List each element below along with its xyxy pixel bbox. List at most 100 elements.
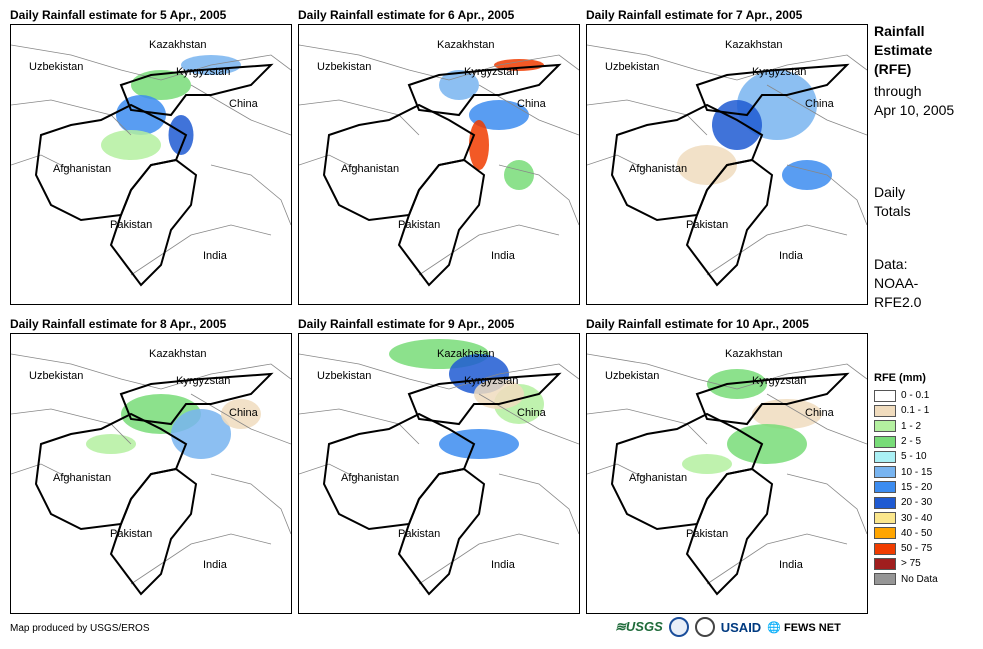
country-label-afghanistan: Afghanistan <box>53 472 111 484</box>
country-label-kyrgyzstan: Kyrgyzstan <box>464 66 518 78</box>
country-border <box>766 84 867 136</box>
fews-net-logo: 🌐 FEWS NET <box>767 621 841 634</box>
country-outline <box>685 158 774 287</box>
country-border <box>11 99 132 136</box>
legend-label: No Data <box>901 573 938 585</box>
map-canvas: Kazakhstan Uzbekistan Kyrgyzstan China Afgha… <box>587 348 867 596</box>
legend-label: 2 - 5 <box>901 436 922 448</box>
country-outline <box>695 63 850 117</box>
country-label-kazakhstan: Kazakhstan <box>149 348 206 360</box>
legend-label: 40 - 50 <box>901 527 933 539</box>
rainfall-area <box>101 130 161 160</box>
country-label-uzbekistan: Uzbekistan <box>605 61 659 73</box>
country-border <box>11 154 72 171</box>
legend-item: 2 - 5 <box>874 434 938 449</box>
country-border <box>706 533 848 585</box>
legend-swatch <box>874 557 896 570</box>
panel-title: Daily Rainfall estimate for 8 Apr., 2005 <box>10 317 227 331</box>
country-border <box>706 224 848 276</box>
rfe-legend: RFE (mm) 0 - 0.1 0.1 - 1 1 - 2 2 - 5 5 - 10 1… <box>874 372 938 587</box>
legend-item: 0 - 0.1 <box>874 388 938 403</box>
country-outline <box>119 372 274 426</box>
legend-item: 40 - 50 <box>874 526 938 541</box>
legend-label: 0 - 0.1 <box>901 390 930 402</box>
country-label-pakistan: Pakistan <box>110 528 152 540</box>
legend-swatch <box>874 512 896 525</box>
country-border <box>418 533 560 585</box>
country-label-afghanistan: Afghanistan <box>341 163 399 175</box>
rainfall-area <box>86 434 136 454</box>
country-label-india: India <box>203 250 228 262</box>
legend-label: 1 - 2 <box>901 420 922 432</box>
legend-item: 1 - 2 <box>874 419 938 434</box>
country-outline <box>695 372 850 426</box>
country-border <box>299 353 579 390</box>
legend-item: 10 - 15 <box>874 464 938 479</box>
country-outline <box>109 158 198 287</box>
country-label-china: China <box>805 98 835 110</box>
country-border <box>766 393 867 445</box>
country-border <box>786 164 867 226</box>
country-border <box>478 393 579 445</box>
rainfall-map: Kazakhstan Uzbekistan Kyrgyzstan China Afgha… <box>298 333 580 614</box>
rainfall-area <box>469 120 489 170</box>
side-data-source: Data: NOAA- RFE2.0 <box>874 256 922 310</box>
legend-item: 15 - 20 <box>874 480 938 495</box>
legend-label: 5 - 10 <box>901 451 927 463</box>
country-label-kazakhstan: Kazakhstan <box>149 39 206 51</box>
map-canvas: Kazakhstan Uzbekistan Kyrgyzstan China Afgha… <box>299 339 579 596</box>
panel-title: Daily Rainfall estimate for 9 Apr., 2005 <box>298 317 515 331</box>
legend-item: 5 - 10 <box>874 449 938 464</box>
rainfall-map: Kazakhstan Uzbekistan Kyrgyzstan China Afgha… <box>586 333 868 614</box>
legend-title: RFE (mm) <box>874 372 926 384</box>
rainfall-area <box>677 145 737 185</box>
nasa-seal-icon <box>694 617 715 637</box>
panel-title: Daily Rainfall estimate for 5 Apr., 2005 <box>10 8 227 22</box>
country-outline <box>685 467 774 596</box>
country-label-india: India <box>203 559 228 571</box>
rainfall-area <box>782 160 832 190</box>
country-border <box>498 473 579 535</box>
country-label-china: China <box>517 407 547 419</box>
legend-label: 30 - 40 <box>901 512 933 524</box>
panel-title: Daily Rainfall estimate for 6 Apr., 2005 <box>298 8 515 22</box>
legend-swatch <box>874 450 896 463</box>
map-canvas: Kazakhstan Uzbekistan Kyrgyzstan China Afgha… <box>11 39 291 287</box>
country-border <box>190 393 291 445</box>
country-border <box>130 533 272 585</box>
legend-swatch <box>874 466 896 479</box>
country-label-kazakhstan: Kazakhstan <box>437 39 494 51</box>
rainfall-area <box>168 115 194 155</box>
map-canvas: Kazakhstan Uzbekistan Kyrgyzstan China Afgha… <box>11 348 291 596</box>
country-border <box>299 408 420 445</box>
rainfall-area <box>439 429 519 459</box>
country-label-india: India <box>779 559 804 571</box>
legend-label: > 75 <box>901 558 921 570</box>
country-outline <box>407 372 562 426</box>
rainfall-area <box>504 160 534 190</box>
country-border <box>587 44 867 81</box>
rainfall-map: Kazakhstan Uzbekistan Kyrgyzstan China Afgha… <box>10 333 292 614</box>
country-label-china: China <box>229 407 259 419</box>
partner-logos: ≋USGS USAID 🌐 FEWS NET <box>615 617 841 637</box>
country-border <box>299 463 360 480</box>
country-border <box>587 408 708 445</box>
usgs-logo: ≋USGS <box>615 619 663 634</box>
country-label-kyrgyzstan: Kyrgyzstan <box>464 375 518 387</box>
legend-swatch <box>874 420 896 433</box>
country-label-china: China <box>805 407 835 419</box>
map-credit: Map produced by USGS/EROS <box>10 623 150 634</box>
rainfall-map: Kazakhstan Uzbekistan Kyrgyzstan China Afgha… <box>10 24 292 305</box>
legend-label: 15 - 20 <box>901 481 933 493</box>
panel-title: Daily Rainfall estimate for 10 Apr., 200… <box>586 317 809 331</box>
legend-label: 10 - 15 <box>901 466 933 478</box>
legend-item: 50 - 75 <box>874 541 938 556</box>
side-through: through Apr 10, 2005 <box>874 83 955 118</box>
rainfall-area <box>439 70 479 100</box>
country-border <box>498 164 579 226</box>
rainfall-map: Kazakhstan Uzbekistan Kyrgyzstan China Afgha… <box>298 24 580 305</box>
legend-label: 20 - 30 <box>901 497 933 509</box>
country-label-kyrgyzstan: Kyrgyzstan <box>176 66 230 78</box>
rainfall-area <box>469 100 529 130</box>
country-border <box>11 463 72 480</box>
